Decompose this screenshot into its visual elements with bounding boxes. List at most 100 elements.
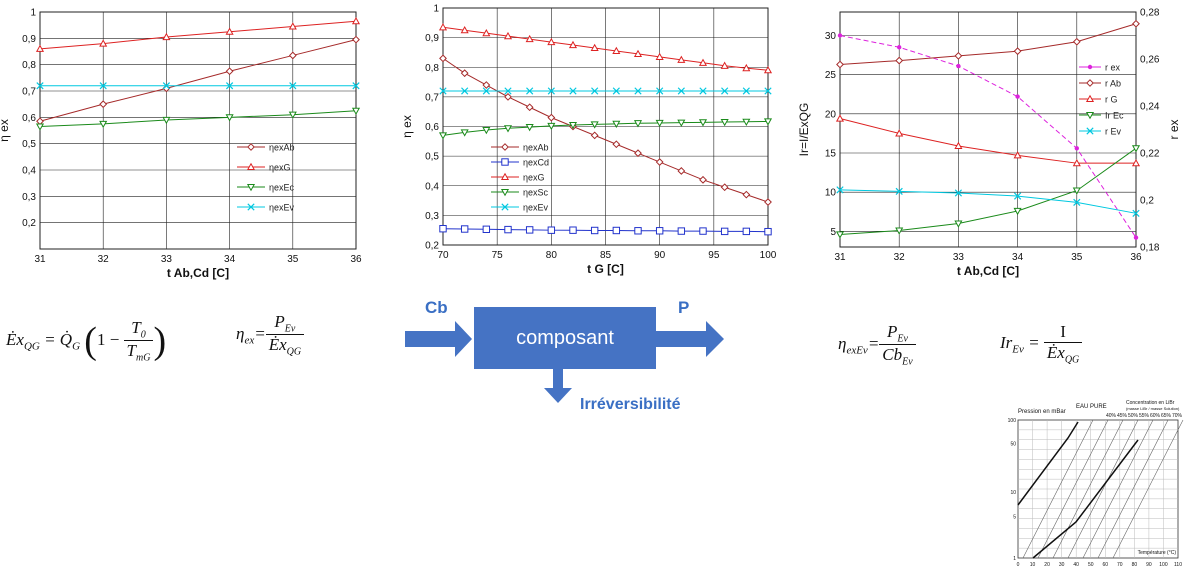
data-point: [569, 226, 577, 234]
legend-marker: [501, 203, 509, 211]
data-point: [655, 227, 664, 235]
input-label: Cb: [425, 298, 448, 317]
data-point: [721, 87, 729, 95]
inset-y-tick: 10: [1010, 490, 1016, 496]
x-tick-label: 33: [161, 254, 173, 265]
series-line-0: [39, 39, 357, 122]
series-line-2: [839, 118, 1136, 164]
legend-marker: [1086, 127, 1094, 135]
inset-x-tick: 70: [1117, 562, 1123, 568]
legend-label: ηexEv: [269, 203, 295, 213]
data-point: [99, 82, 107, 90]
data-point: [634, 87, 642, 95]
data-point: [35, 123, 45, 131]
y-tick-label: 0,2: [22, 218, 36, 229]
data-point: [633, 49, 643, 57]
legend-label: r ex: [1105, 63, 1121, 73]
data-point: [590, 121, 599, 129]
data-point: [956, 63, 961, 69]
data-point: [655, 119, 664, 128]
data-point: [525, 34, 534, 43]
data-point: [763, 118, 773, 126]
input-arrow: [405, 321, 472, 357]
inset-x-tick: 60: [1102, 562, 1108, 568]
inset-conc-subtitle: (masse LiBr / masse Solution): [1126, 406, 1180, 411]
legend-marker: [247, 203, 255, 211]
data-point: [162, 82, 171, 90]
inset-x-tick: 0: [1017, 562, 1020, 568]
data-point: [439, 225, 447, 233]
data-point: [742, 87, 750, 95]
legend-marker: [500, 172, 510, 181]
data-point: [547, 37, 556, 46]
x-tick-label: 35: [287, 254, 299, 265]
data-point: [742, 63, 751, 72]
data-point: [1074, 146, 1079, 151]
data-point: [99, 100, 108, 109]
data-point: [525, 103, 534, 112]
data-point: [351, 16, 361, 25]
data-point: [835, 114, 845, 122]
y-tick-label: 20: [825, 109, 837, 120]
x-tick-label: 90: [654, 250, 666, 261]
inset-y-tick: 50: [1010, 441, 1016, 447]
y-axis-label: Ir=I/ExQG: [797, 103, 811, 157]
series-line-3: [442, 120, 769, 136]
data-point: [482, 28, 491, 37]
y-tick-label: 0,4: [22, 166, 36, 177]
y-tick-label: 0,3: [22, 192, 36, 203]
data-point: [482, 81, 491, 89]
legend-marker: [501, 158, 509, 166]
inset-crystal-line: [1032, 439, 1139, 559]
data-point: [36, 82, 44, 90]
series-line-4: [839, 189, 1137, 214]
component-arrows: [405, 321, 724, 403]
data-point: [504, 92, 512, 101]
x-tick-label: 32: [894, 252, 906, 263]
data-point: [590, 131, 599, 140]
x-tick-label: 80: [546, 250, 558, 261]
data-point: [720, 61, 729, 69]
x-tick-label: 31: [834, 252, 846, 263]
y-tick-label: 0,8: [425, 63, 439, 74]
data-point: [742, 190, 751, 199]
legend-marker: [1085, 111, 1095, 120]
data-point: [525, 226, 534, 234]
inset-title: Pression en mBar: [1018, 409, 1066, 415]
y-tick-label: 0,9: [425, 33, 439, 44]
inset-x-tick: 90: [1146, 562, 1152, 568]
data-point: [897, 45, 902, 50]
x-tick-label: 33: [953, 252, 965, 263]
data-point: [655, 158, 664, 166]
formula-eta-ex: ηex= PEv ĖxQG: [236, 312, 305, 358]
formula-eta-exev: ηexEv= PEv CbEv: [838, 322, 916, 368]
data-point: [895, 227, 904, 235]
data-point: [482, 126, 491, 135]
data-point: [590, 226, 599, 235]
y-tick-label: 0,6: [425, 122, 439, 133]
data-point: [482, 225, 491, 233]
data-point: [1073, 198, 1081, 206]
data-point: [764, 87, 772, 95]
legend-marker: [246, 183, 256, 192]
inset-conc-value: 70%: [1172, 413, 1183, 419]
x-tick-label: 32: [98, 254, 110, 265]
data-point: [568, 121, 578, 130]
data-point: [656, 87, 664, 95]
libr-pressure-chart: Pression en mBar EAU PURE Concentration en…: [1008, 400, 1184, 568]
data-point: [351, 107, 361, 115]
data-point: [504, 87, 512, 95]
legend-label: r Ev: [1105, 127, 1122, 137]
inset-conc-title: Concentration en LiBr: [1126, 400, 1175, 406]
data-point: [591, 87, 599, 95]
y-tick-label: 0,9: [22, 34, 36, 45]
data-point: [836, 186, 844, 194]
data-point: [763, 65, 773, 74]
data-point: [460, 25, 469, 34]
data-point: [1131, 145, 1141, 153]
inset-y-tick: 100: [1008, 418, 1016, 424]
data-point: [1072, 158, 1081, 167]
x-tick-label: 75: [492, 250, 504, 261]
y-tick-label: 0,5: [22, 139, 36, 150]
inset-water-label: EAU PURE: [1076, 404, 1107, 410]
